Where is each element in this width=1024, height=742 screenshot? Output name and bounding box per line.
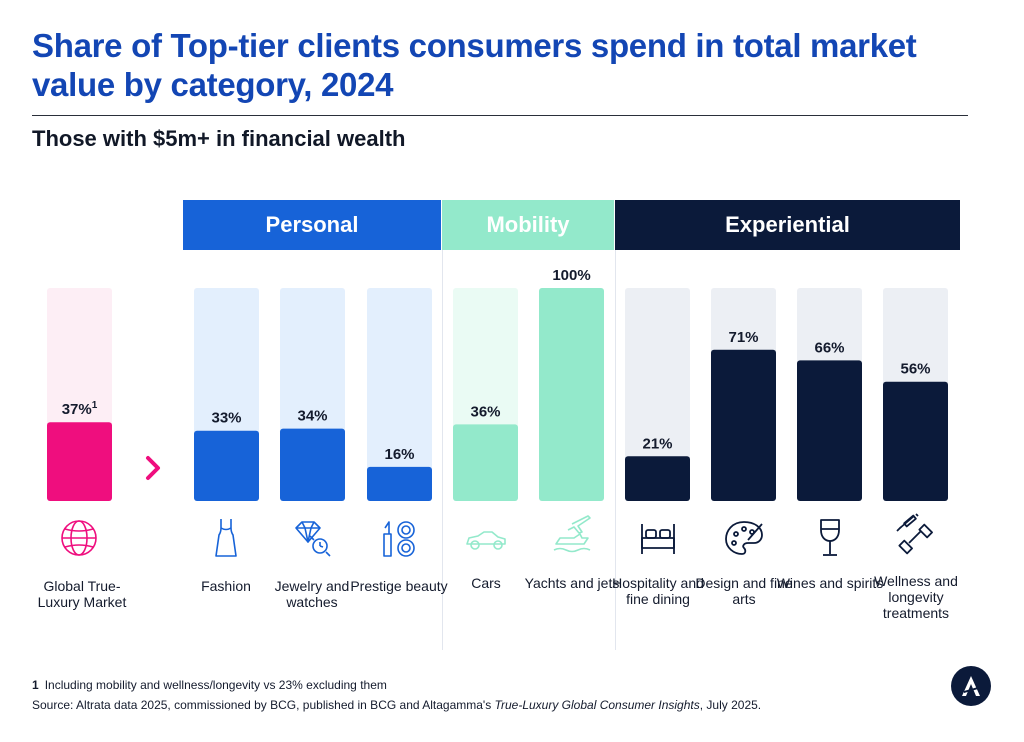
category-label: Yachts and jets [524,575,620,591]
data-label: 56% [900,361,930,378]
data-label: 71% [728,329,758,346]
category-label: Global True-Luxury Market [37,578,127,610]
chart-title: Share of Top-tier clients consumers spen… [32,27,917,103]
data-label: 33% [211,410,241,427]
data-label: 66% [814,339,844,356]
group-divider [442,250,443,650]
dress-icon [215,519,237,557]
category-label: Jewelry and watches [274,578,350,610]
yacht-jet-icon [553,515,591,553]
group-divider [615,250,616,650]
beauty-products-icon [383,521,415,557]
bar [280,428,345,501]
bar-track [367,288,432,501]
jewelry-watch-icon [295,521,331,557]
category-label: Cars [471,575,501,591]
bar [194,430,259,501]
bar [47,422,112,501]
title-divider [32,115,968,116]
altrata-logo-icon [951,666,991,706]
bar [711,349,776,501]
data-label: 34% [297,408,327,425]
source-prefix: Source: Altrata data 2025, commissioned … [32,698,495,712]
data-label: 37%1 [62,400,98,418]
group-header-experiential: Experiential [615,200,960,250]
group-header-personal: Personal [183,200,441,250]
data-label: 36% [470,403,500,420]
data-label: 16% [384,446,414,463]
category-label: Prestige beauty [350,578,448,594]
category-label: Fashion [201,578,251,594]
chart-subtitle: Those with $5m+ in financial wealth [32,126,406,151]
bar [367,466,432,501]
category-label: Design and fine arts [695,575,793,607]
footnote: 1 Including mobility and wellness/longevi… [32,678,387,692]
bed-icon [641,524,675,554]
source-suffix: , July 2025. [699,698,762,712]
palette-icon [725,521,763,555]
footnote-text: Including mobility and wellness/longevit… [44,678,387,692]
bar-track [625,288,690,501]
chevron-right-icon [146,456,160,480]
data-label: 21% [642,435,672,452]
source-note: Source: Altrata data 2025, commissioned … [32,698,761,712]
bar [625,456,690,501]
category-label: Wellness and longevity treatments [874,573,958,621]
bar [453,424,518,501]
category-label: Hospitality and fine dining [612,575,704,607]
source-title: True-Luxury Global Consumer Insights [494,698,700,712]
car-icon [466,531,506,550]
dumbbell-syringe-icon [896,513,933,555]
group-header-mobility: Mobility [442,200,614,250]
data-label: 100% [552,267,590,284]
bar [883,381,948,501]
category-label: Wines and spirits [776,575,884,591]
bar [539,288,604,501]
globe-icon [61,520,97,556]
wine-glass-icon [820,519,840,556]
bar [797,360,862,501]
footnote-marker: 1 [32,678,39,692]
footnote-marker: 1 [92,400,98,411]
